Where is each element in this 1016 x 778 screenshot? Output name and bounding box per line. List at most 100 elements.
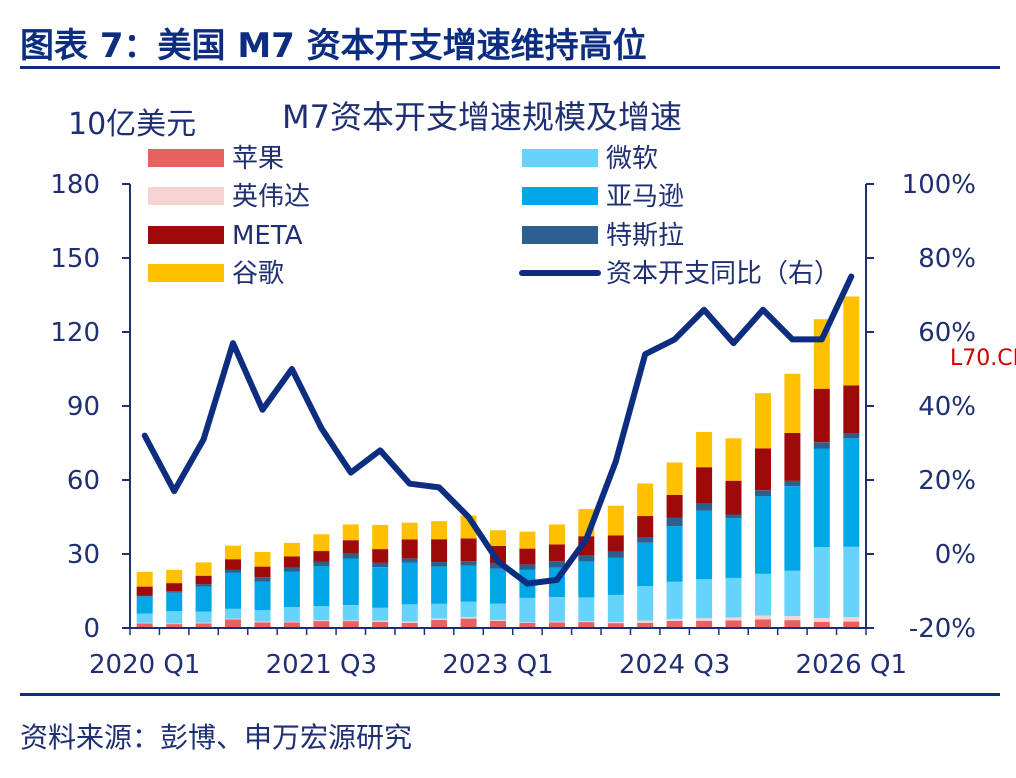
bar-meta-2023Q2 [519, 548, 536, 565]
source-note: 资料来源：彭博、申万宏源研究 [20, 721, 413, 754]
bar-google-2022Q1 [372, 524, 389, 550]
bar-nvidia-2024Q4 [696, 618, 713, 621]
figure-title: 图表 7：美国 M7 资本开支增速维持高位 [20, 26, 647, 66]
legend-swatch-nvidia [148, 187, 224, 205]
bar-meta-2021Q2 [283, 556, 300, 568]
bar-microsoft-2020Q2 [166, 611, 183, 624]
y-axis-unit: 10亿美元 [68, 107, 196, 142]
left-tick-label: 90 [67, 392, 100, 422]
legend-label-tesla: 特斯拉 [606, 221, 684, 251]
bar-microsoft-2024Q1 [607, 594, 624, 622]
bar-amazon-2026Q1 [843, 438, 860, 547]
left-tick-label: 30 [67, 540, 100, 570]
bar-nvidia-2023Q1 [490, 619, 506, 621]
bar-google-2023Q1 [490, 530, 506, 546]
watermark: L70.CN [950, 346, 1016, 371]
bar-google-2023Q2 [519, 531, 536, 549]
bar-apple-2023Q2 [519, 622, 536, 628]
bar-apple-2022Q3 [431, 619, 448, 628]
bar-apple-2024Q4 [696, 620, 713, 628]
bar-microsoft-2021Q1 [254, 610, 271, 622]
left-tick-label: 60 [67, 466, 100, 496]
bar-microsoft-2023Q3 [548, 597, 565, 622]
right-tick-label: 100% [902, 170, 976, 200]
bar-tesla-2021Q2 [283, 567, 300, 572]
bar-tesla-2020Q4 [225, 569, 241, 573]
bar-google-2020Q2 [166, 569, 183, 584]
bar-tesla-2025Q4 [813, 442, 830, 449]
bar-google-2020Q3 [195, 562, 212, 576]
bar-amazon-2022Q3 [431, 566, 448, 604]
bar-nvidia-2022Q3 [431, 618, 448, 620]
bar-tesla-2020Q3 [195, 584, 212, 587]
bar-tesla-2022Q1 [372, 562, 389, 567]
bar-microsoft-2021Q2 [283, 607, 300, 622]
bar-meta-2021Q1 [254, 566, 271, 578]
bar-amazon-2024Q4 [696, 510, 713, 580]
right-tick-label: 0% [935, 540, 976, 570]
bar-tesla-2023Q3 [548, 561, 565, 568]
bar-meta-2024Q4 [696, 467, 713, 504]
bar-apple-2021Q3 [313, 621, 330, 628]
bar-amazon-2020Q1 [136, 596, 153, 614]
legend-label-apple: 苹果 [232, 144, 284, 174]
bar-amazon-2024Q1 [607, 557, 624, 595]
bar-microsoft-2024Q4 [696, 579, 713, 619]
left-tick-label: 150 [50, 244, 100, 274]
bar-nvidia-2024Q1 [607, 622, 624, 624]
bar-amazon-2022Q1 [372, 567, 389, 608]
bar-amazon-2023Q4 [578, 561, 595, 598]
bar-apple-2025Q1 [725, 620, 742, 628]
bar-microsoft-2025Q1 [725, 577, 742, 618]
bar-tesla-2024Q2 [637, 537, 654, 543]
bar-meta-2020Q2 [166, 583, 183, 592]
bar-nvidia-2021Q1 [254, 621, 271, 623]
bar-meta-2025Q1 [725, 480, 742, 515]
bar-nvidia-2024Q3 [666, 618, 683, 621]
bar-amazon-2020Q2 [166, 592, 183, 612]
bar-microsoft-2021Q4 [342, 605, 359, 621]
bar-microsoft-2023Q4 [578, 597, 595, 622]
right-tick-label: 60% [918, 318, 976, 348]
bar-google-2020Q1 [136, 571, 153, 587]
bar-tesla-2022Q2 [401, 558, 418, 563]
bar-microsoft-2020Q3 [195, 611, 212, 623]
bar-apple-2023Q3 [548, 622, 565, 628]
bar-apple-2025Q4 [813, 621, 830, 628]
right-tick-label: 40% [918, 392, 976, 422]
bar-meta-2022Q2 [401, 539, 418, 559]
legend-swatch-microsoft [522, 149, 598, 167]
bar-apple-2021Q1 [254, 622, 271, 628]
bar-google-2025Q2 [755, 393, 771, 449]
bar-apple-2022Q1 [372, 621, 389, 628]
bar-nvidia-2020Q2 [166, 623, 183, 625]
bar-amazon-2022Q2 [401, 562, 418, 605]
x-tick-label: 2026 Q1 [796, 650, 907, 680]
bar-apple-2021Q2 [283, 622, 300, 628]
bar-microsoft-2021Q3 [313, 606, 330, 621]
legend-label-amazon: 亚马逊 [606, 182, 684, 212]
bar-microsoft-2024Q3 [666, 581, 683, 619]
right-ticks: -20% 0% 20% 40% 60% 80% 100% [866, 170, 976, 644]
legend-label-yoy: 资本开支同比（右） [606, 259, 840, 289]
bar-meta-2021Q4 [342, 540, 359, 554]
bar-apple-2020Q3 [195, 623, 212, 628]
yoy-line [141, 273, 855, 587]
bar-tesla-2025Q1 [725, 514, 742, 519]
bar-tesla-2025Q2 [755, 490, 771, 497]
bar-google-2024Q3 [666, 462, 683, 495]
bar-amazon-2023Q1 [490, 568, 506, 604]
bar-microsoft-2025Q4 [813, 547, 830, 619]
bar-nvidia-2023Q3 [548, 621, 565, 623]
legend-swatch-amazon [522, 187, 598, 205]
bar-amazon-2020Q3 [195, 586, 212, 612]
bar-apple-2024Q2 [637, 622, 654, 628]
right-tick-label: -20% [909, 614, 976, 644]
legend-label-meta: META [232, 221, 303, 251]
bar-nvidia-2023Q2 [519, 622, 536, 623]
bar-tesla-2020Q1 [136, 595, 153, 597]
bar-tesla-2021Q4 [342, 553, 359, 559]
x-tick-label: 2020 Q1 [89, 650, 200, 680]
bar-apple-2023Q1 [490, 620, 506, 628]
